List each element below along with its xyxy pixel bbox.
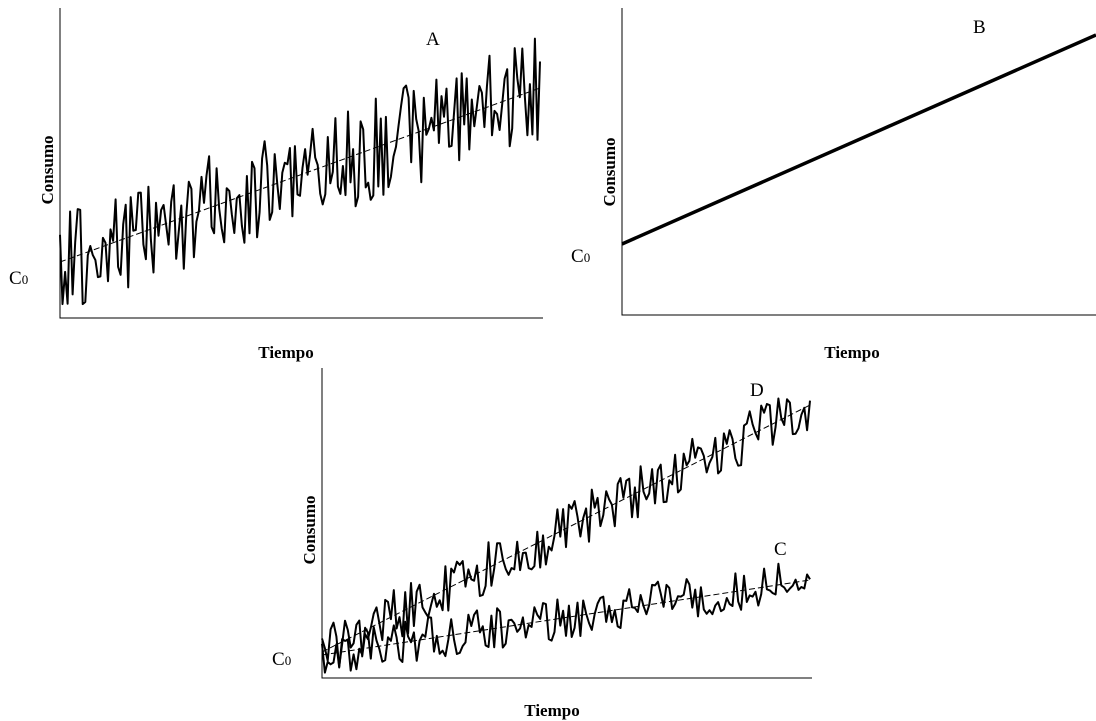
panel-cd-origin-letter: C xyxy=(272,649,285,670)
panel-cd-axes xyxy=(321,368,812,679)
chart-panel-b: B Consumo Tiempo C0 xyxy=(571,8,1096,362)
panel-a-series-line xyxy=(59,37,541,306)
panel-b-annotation: B xyxy=(973,17,986,38)
panel-b-origin-label: C0 xyxy=(571,246,590,267)
panel-a-annotation: A xyxy=(426,29,440,50)
panel-a-xlabel: Tiempo xyxy=(258,343,313,362)
panel-a-ylabel: Consumo xyxy=(38,136,57,205)
panel-a-axes xyxy=(59,8,543,319)
chart-panel-cd: D C Consumo Tiempo C0 xyxy=(272,368,812,720)
panel-cd-ylabel: Consumo xyxy=(300,496,319,565)
panel-cd-xlabel: Tiempo xyxy=(524,701,579,720)
chart-panel-a: A Consumo Tiempo C0 xyxy=(9,8,543,362)
panel-cd-series-line-d xyxy=(321,397,811,668)
panel-b-axes xyxy=(621,8,1096,316)
panel-a-origin-subscript: 0 xyxy=(22,272,29,287)
panel-cd-series-label-d: D xyxy=(750,380,764,401)
panel-cd-series-label-c: C xyxy=(774,539,787,560)
panel-a-origin-letter: C xyxy=(9,268,22,289)
panel-b-ylabel: Consumo xyxy=(600,138,619,207)
panel-cd-origin-subscript: 0 xyxy=(285,653,292,668)
panel-b-xlabel: Tiempo xyxy=(824,343,879,362)
panel-b-origin-subscript: 0 xyxy=(584,250,591,265)
panel-b-origin-letter: C xyxy=(571,246,584,267)
panel-cd-origin-label: C0 xyxy=(272,649,291,670)
panel-b-series-line xyxy=(621,33,1096,246)
panel-a-origin-label: C0 xyxy=(9,268,28,289)
panel-cd-series-line-c xyxy=(321,562,811,674)
